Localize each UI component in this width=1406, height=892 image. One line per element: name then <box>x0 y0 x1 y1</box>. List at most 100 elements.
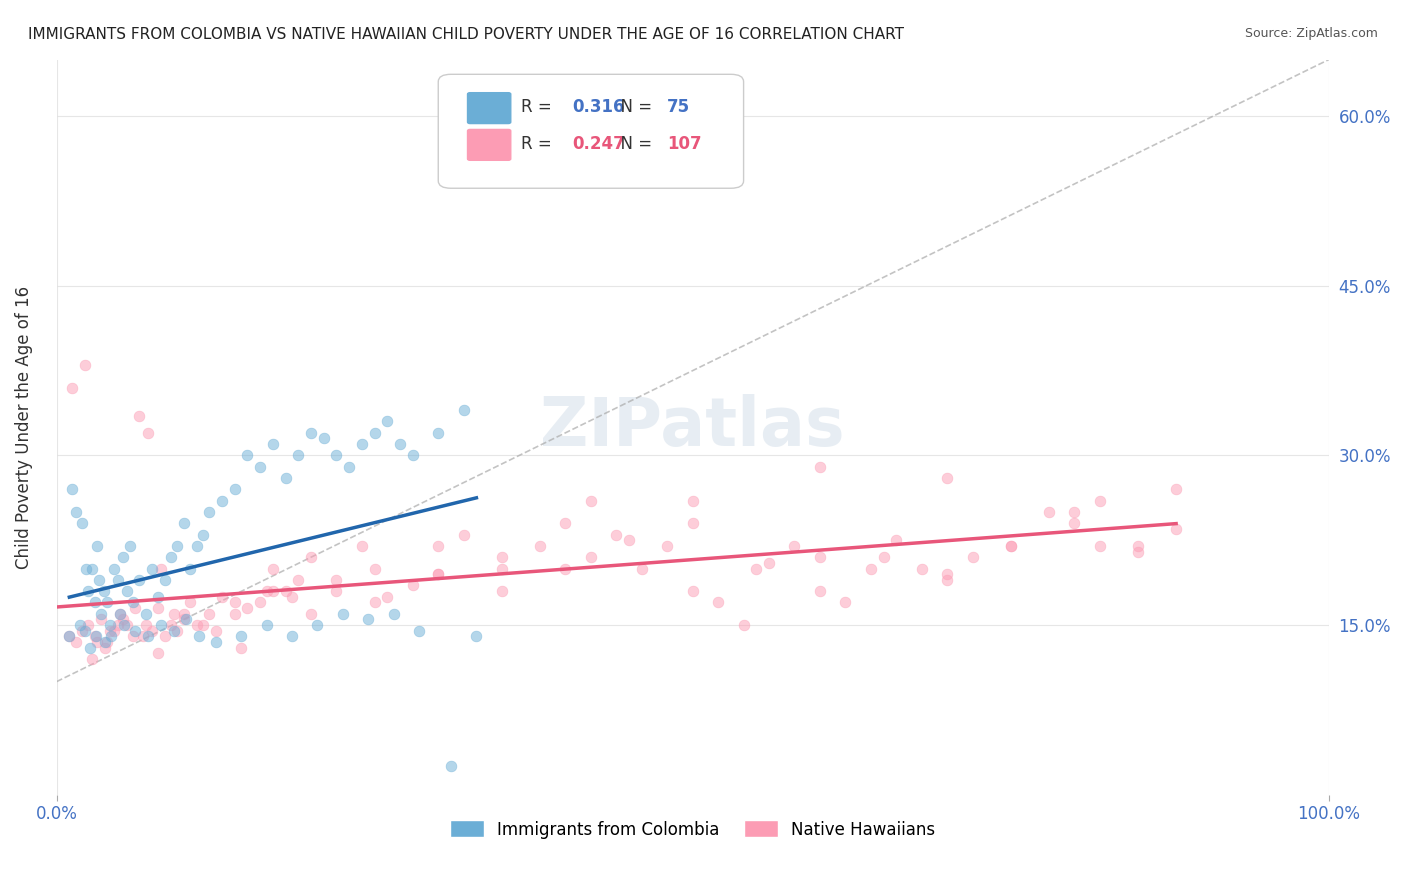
Point <box>325 449 347 463</box>
Point <box>60 380 83 394</box>
Point <box>1164 483 1187 497</box>
Point <box>682 584 704 599</box>
Point <box>153 629 176 643</box>
Point <box>707 595 730 609</box>
Point <box>94 640 117 655</box>
Point <box>808 550 831 565</box>
Point <box>287 449 309 463</box>
Point <box>377 415 399 429</box>
Point <box>229 640 252 655</box>
Point <box>256 618 278 632</box>
Point <box>1063 505 1085 519</box>
Text: R =: R = <box>522 135 557 153</box>
Point <box>107 618 129 632</box>
Point <box>135 607 157 621</box>
Point <box>82 561 104 575</box>
Point <box>224 483 246 497</box>
Point <box>274 584 297 599</box>
Point <box>249 595 271 609</box>
Point <box>122 629 145 643</box>
Point <box>135 618 157 632</box>
Text: N =: N = <box>610 98 658 116</box>
Point <box>204 635 226 649</box>
Point <box>491 550 513 565</box>
Point <box>281 629 304 643</box>
Y-axis label: Child Poverty Under the Age of 16: Child Poverty Under the Age of 16 <box>15 285 32 569</box>
Point <box>122 595 145 609</box>
Point <box>287 573 309 587</box>
Point <box>630 561 652 575</box>
Point <box>808 459 831 474</box>
Point <box>128 409 150 423</box>
Point <box>70 624 93 638</box>
Point <box>427 567 450 582</box>
Point <box>274 471 297 485</box>
Point <box>65 505 87 519</box>
Point <box>350 437 373 451</box>
Point <box>96 635 118 649</box>
Point <box>236 601 259 615</box>
Point <box>58 629 80 643</box>
Point <box>389 437 412 451</box>
Point <box>783 539 806 553</box>
Point <box>90 612 112 626</box>
FancyBboxPatch shape <box>468 129 510 161</box>
Point <box>149 561 172 575</box>
Point <box>872 550 894 565</box>
Point <box>166 539 188 553</box>
Point <box>77 584 100 599</box>
Point <box>363 561 385 575</box>
Point <box>73 358 96 372</box>
Point <box>312 432 335 446</box>
Point <box>112 618 135 632</box>
Point <box>94 635 117 649</box>
Point <box>211 493 233 508</box>
Point <box>579 493 602 508</box>
Point <box>198 607 221 621</box>
Point <box>141 561 163 575</box>
FancyBboxPatch shape <box>468 93 510 124</box>
Text: 0.316: 0.316 <box>572 98 624 116</box>
Point <box>58 629 80 643</box>
Point <box>173 612 195 626</box>
Point <box>84 629 107 643</box>
Point <box>110 607 132 621</box>
Point <box>617 533 640 548</box>
Point <box>128 573 150 587</box>
Point <box>100 629 122 643</box>
Point <box>1063 516 1085 531</box>
Point <box>82 652 104 666</box>
Point <box>962 550 984 565</box>
Point <box>936 471 959 485</box>
Point <box>179 595 201 609</box>
Point <box>149 618 172 632</box>
Point <box>107 573 129 587</box>
Point <box>408 624 430 638</box>
Point <box>176 612 198 626</box>
Point <box>124 601 146 615</box>
Point <box>554 516 576 531</box>
Point <box>363 425 385 440</box>
Point <box>325 573 347 587</box>
Text: R =: R = <box>522 98 557 116</box>
Point <box>90 607 112 621</box>
Point <box>382 607 405 621</box>
Point <box>465 629 488 643</box>
Point <box>936 573 959 587</box>
Text: 107: 107 <box>668 135 702 153</box>
Point <box>224 607 246 621</box>
Point <box>1088 539 1111 553</box>
Point <box>236 449 259 463</box>
Point <box>173 516 195 531</box>
Point <box>332 607 354 621</box>
Point <box>299 425 322 440</box>
Point <box>65 635 87 649</box>
Point <box>111 550 134 565</box>
Point <box>124 624 146 638</box>
Point <box>427 425 450 440</box>
Point <box>211 590 233 604</box>
Point <box>377 590 399 604</box>
Point <box>148 601 170 615</box>
Point <box>758 556 780 570</box>
Point <box>350 539 373 553</box>
